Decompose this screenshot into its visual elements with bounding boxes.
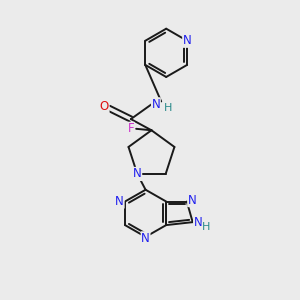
- Text: F: F: [128, 122, 134, 135]
- Text: O: O: [100, 100, 109, 113]
- Text: N: N: [133, 167, 142, 180]
- Text: N: N: [183, 34, 191, 47]
- Text: H: H: [202, 222, 211, 233]
- Text: N: N: [188, 194, 197, 207]
- Text: H: H: [164, 103, 172, 113]
- Text: N: N: [115, 195, 124, 208]
- Text: N: N: [141, 232, 150, 245]
- Text: N: N: [152, 98, 160, 111]
- Text: N: N: [194, 216, 202, 229]
